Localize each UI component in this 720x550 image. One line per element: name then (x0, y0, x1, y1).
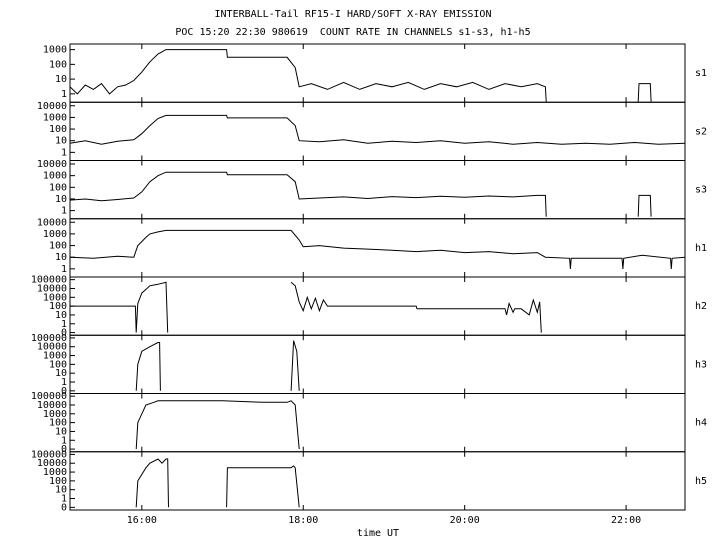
panel-frame (69, 393, 686, 453)
y-tick-label: 100 (49, 476, 67, 487)
y-tick-label: 10 (55, 252, 67, 263)
x-axis-label: time UT (357, 528, 399, 539)
y-tick-label: 1000 (43, 45, 67, 56)
y-tick-label: 100000 (31, 333, 67, 344)
y-tick-label: 1000 (43, 292, 67, 303)
chart-title: INTERBALL-Tail RF15-I HARD/SOFT X-RAY EM… (215, 9, 492, 20)
x-tick-label: 22:00 (611, 515, 641, 526)
y-tick-label: 10000 (37, 458, 67, 469)
y-tick-label: 10000 (37, 159, 67, 170)
y-tick-label: 100 (49, 59, 67, 70)
y-tick-label: 100000 (31, 449, 67, 460)
y-tick-label: 1 (61, 264, 67, 275)
y-tick-label: 1000 (43, 229, 67, 240)
panel-frame (69, 160, 686, 220)
y-tick-label: 1000 (43, 409, 67, 420)
y-tick-label: 1000 (43, 112, 67, 123)
y-tick-label: 10 (55, 485, 67, 496)
y-tick-label: 100 (49, 182, 67, 193)
x-tick-label: 20:00 (450, 515, 480, 526)
y-tick-label: 10 (55, 310, 67, 321)
panel-label: h4 (695, 418, 707, 429)
y-tick-label: 10000 (37, 101, 67, 112)
x-tick-label: 16:00 (127, 515, 157, 526)
y-tick-label: 1 (61, 206, 67, 217)
panel-label: h2 (695, 301, 707, 312)
y-tick-label: 1 (61, 377, 67, 388)
y-tick-label: 1 (61, 147, 67, 158)
data-line (135, 340, 300, 391)
panel-label: h1 (695, 243, 707, 254)
panel-frame (69, 43, 686, 103)
y-tick-label: 100000 (31, 391, 67, 402)
y-tick-label: 1 (61, 319, 67, 330)
y-tick-label: 1000 (43, 171, 67, 182)
panel-label: s1 (695, 68, 707, 79)
y-tick-label: 10000 (37, 217, 67, 228)
data-line (69, 49, 652, 102)
y-tick-label: 100 (49, 301, 67, 312)
chart-subtitle: POC 15:20 22:30 980619 COUNT RATE IN CHA… (175, 27, 530, 38)
y-tick-label: 10 (55, 74, 67, 85)
y-tick-label: 0 (61, 386, 67, 397)
data-line (135, 458, 300, 508)
data-line (69, 229, 686, 269)
data-line (69, 171, 652, 217)
panel-frame (69, 334, 686, 394)
panel-label: s3 (695, 185, 707, 196)
panel-frame (69, 218, 686, 278)
y-tick-label: 1000 (43, 351, 67, 362)
y-tick-label: 10000 (37, 400, 67, 411)
y-tick-label: 1000 (43, 467, 67, 478)
y-tick-label: 100 (49, 418, 67, 429)
panel-frame (69, 451, 686, 511)
y-tick-label: 10000 (37, 342, 67, 353)
x-tick-label: 18:00 (288, 515, 318, 526)
y-tick-label: 0 (61, 502, 67, 513)
y-tick-label: 10 (55, 194, 67, 205)
y-tick-label: 1 (61, 89, 67, 100)
data-line (70, 281, 542, 333)
panel-label: h5 (695, 476, 707, 487)
y-tick-label: 10 (55, 368, 67, 379)
y-tick-label: 0 (61, 328, 67, 339)
y-tick-label: 1 (61, 494, 67, 505)
panel-frame (69, 101, 686, 161)
panel-label: s2 (695, 126, 707, 137)
data-line (135, 400, 300, 450)
y-tick-label: 1 (61, 435, 67, 446)
y-tick-label: 10 (55, 426, 67, 437)
panel-label: h3 (695, 359, 707, 370)
y-tick-label: 100 (49, 241, 67, 252)
y-tick-label: 10 (55, 136, 67, 147)
y-tick-label: 100 (49, 359, 67, 370)
y-tick-label: 100 (49, 124, 67, 135)
y-tick-label: 0 (61, 444, 67, 455)
y-tick-label: 10000 (37, 283, 67, 294)
data-line (69, 114, 686, 145)
y-tick-label: 100000 (31, 275, 67, 286)
